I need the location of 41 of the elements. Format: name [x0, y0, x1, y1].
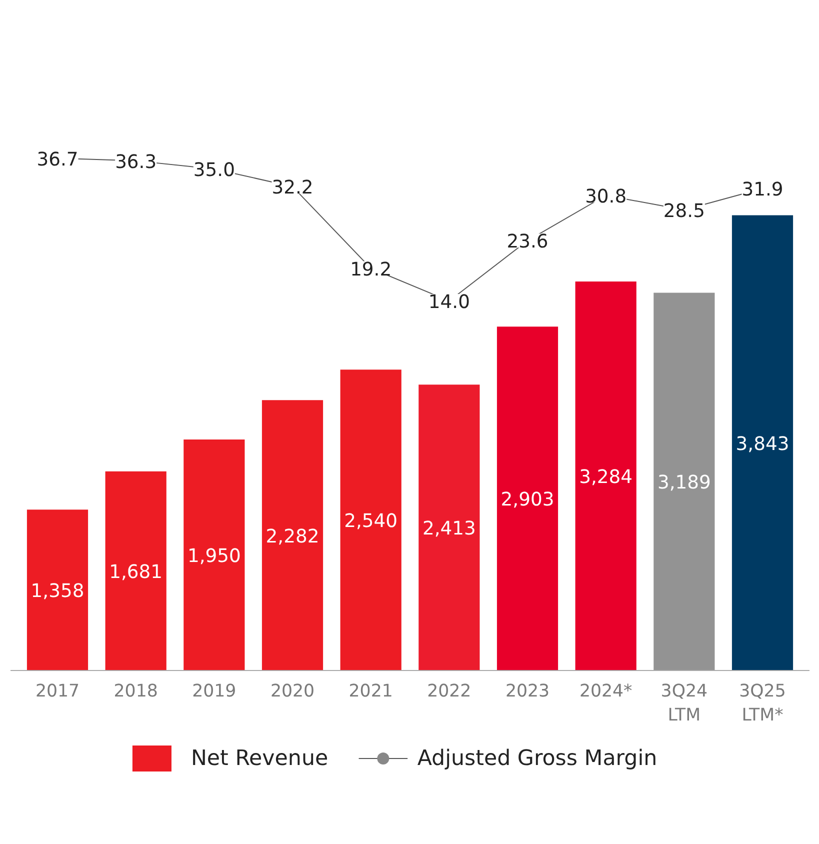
data-label: 3,189	[657, 472, 711, 494]
bar	[496, 326, 558, 670]
data-label: 2,903	[500, 490, 554, 511]
bar	[654, 292, 715, 670]
x-tick-label: 2020	[270, 682, 315, 702]
data-label: 2,413	[422, 518, 476, 540]
x-tick-label: 3Q24 LTM	[660, 682, 708, 726]
x-tick-label: 2022	[427, 682, 472, 702]
bar	[105, 471, 166, 670]
bar	[184, 439, 245, 670]
x-tick-label: 2021	[348, 682, 393, 702]
data-label: 31.9	[742, 179, 784, 200]
data-label: 35.0	[193, 160, 235, 181]
x-tick-label: 2017	[35, 682, 80, 702]
x-tick-label: 2023	[505, 682, 550, 702]
data-label: 23.6	[506, 232, 548, 253]
x-tick-label: 2018	[114, 682, 158, 702]
x-tick-label: 2024*	[579, 682, 633, 702]
data-label: 1,950	[187, 546, 241, 567]
bar	[262, 400, 324, 670]
bar	[26, 510, 88, 670]
bar	[732, 215, 794, 670]
data-label: 19.2	[350, 259, 392, 280]
data-label: 32.2	[272, 178, 314, 199]
x-tick-label: 2019	[192, 682, 236, 702]
data-label: 1,681	[109, 562, 163, 583]
data-label: 36.3	[115, 152, 157, 173]
data-label: 1,358	[30, 581, 84, 602]
legend-label: Adjusted Gross Margin	[417, 746, 658, 771]
data-label: 2,282	[266, 526, 320, 548]
bar	[418, 384, 480, 670]
data-label: 36.7	[36, 149, 78, 170]
data-label: 2,540	[344, 511, 398, 532]
data-label: 3,284	[579, 466, 633, 488]
data-label: 3,843	[736, 434, 790, 455]
x-tick-label: 3Q25 LTM*	[739, 682, 786, 726]
data-label: 14.0	[428, 292, 470, 313]
bar	[340, 370, 402, 670]
data-label: 30.8	[585, 186, 627, 208]
legend-label: Net Revenue	[190, 746, 328, 771]
bar	[575, 281, 636, 670]
